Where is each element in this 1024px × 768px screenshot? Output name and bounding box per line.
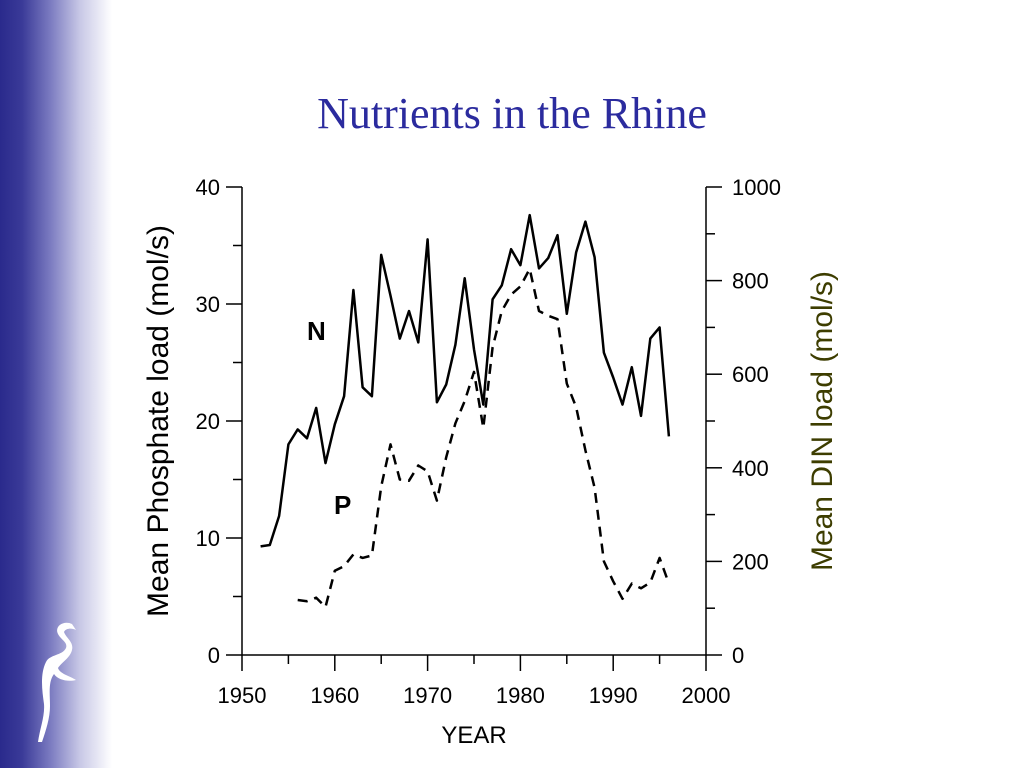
x-tick-label: 1970 <box>403 683 452 708</box>
x-tick-label: 1960 <box>310 683 359 708</box>
x-tick-label: 1990 <box>589 683 638 708</box>
y-axis-left-title: Mean Phosphate load (mol/s) <box>142 225 175 617</box>
y-right-tick-label: 1000 <box>732 175 781 200</box>
slide-title: Nutrients in the Rhine <box>317 89 707 138</box>
x-tick-label: 1950 <box>218 683 267 708</box>
y-left-tick-label: 30 <box>196 292 220 317</box>
y-left-tick-label: 10 <box>196 526 220 551</box>
y-axis-right-title: Mean DIN load (mol/s) <box>806 271 839 571</box>
x-tick-label: 1980 <box>496 683 545 708</box>
x-axis-title: YEAR <box>441 722 506 749</box>
y-left-tick-label: 40 <box>196 175 220 200</box>
series-label-n: N <box>307 316 326 346</box>
y-right-tick-label: 400 <box>732 456 769 481</box>
y-right-tick-label: 200 <box>732 549 769 574</box>
cape-cod-silhouette-icon <box>38 622 76 742</box>
series-label-p: P <box>334 490 351 520</box>
side-gradient-band <box>0 0 112 768</box>
y-right-tick-label: 0 <box>732 643 744 668</box>
series-line-p <box>297 267 671 609</box>
y-left-tick-label: 20 <box>196 409 220 434</box>
series-line-n <box>260 213 671 548</box>
y-left-tick-label: 0 <box>208 643 220 668</box>
y-right-tick-label: 800 <box>732 269 769 294</box>
x-tick-label: 2000 <box>682 683 731 708</box>
y-right-tick-label: 600 <box>732 362 769 387</box>
